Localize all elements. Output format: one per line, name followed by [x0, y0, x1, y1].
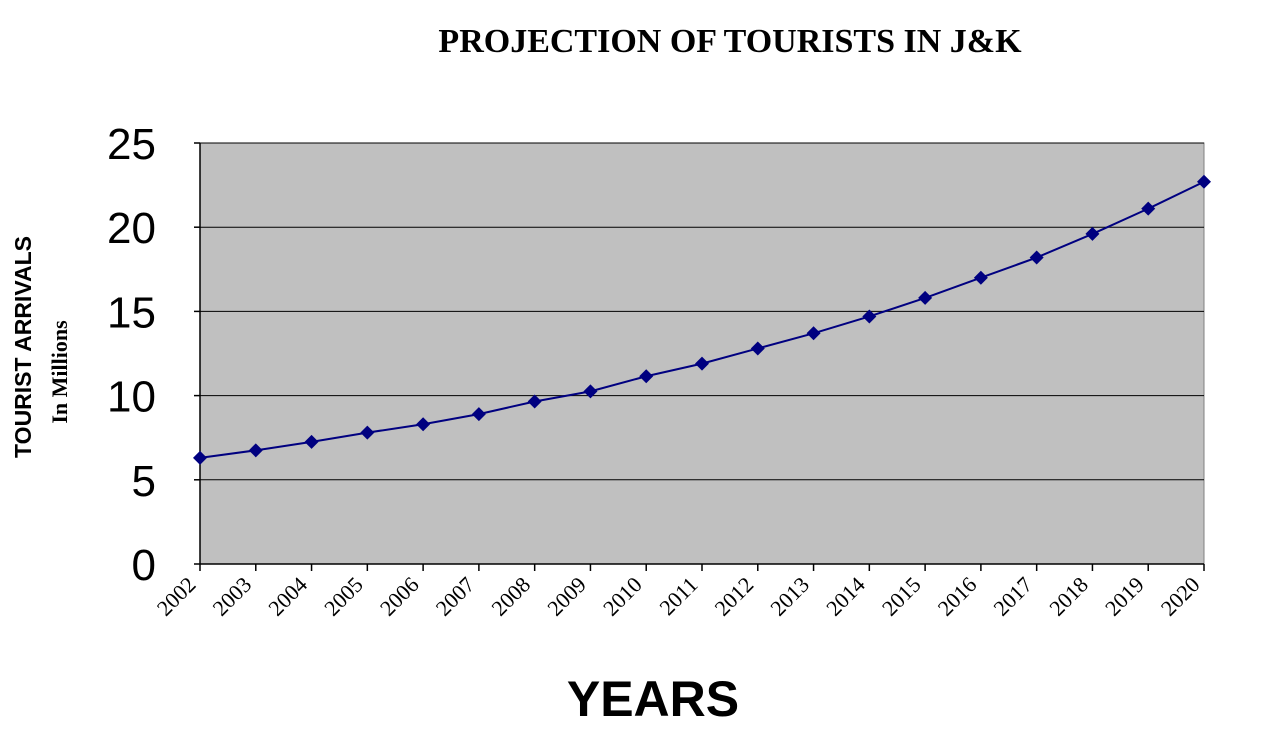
- x-tick-label: 2017: [988, 572, 1037, 621]
- data-point: [248, 443, 263, 458]
- y-tick-label: 20: [107, 204, 156, 253]
- series-group: [193, 174, 1211, 465]
- data-point: [1141, 201, 1156, 216]
- x-tick-label: 2013: [765, 572, 814, 621]
- data-point: [862, 309, 877, 324]
- x-tick-label: 2019: [1100, 572, 1149, 621]
- y-axis-sublabel: In Millions: [47, 320, 72, 424]
- data-point: [1197, 174, 1211, 189]
- data-point: [973, 270, 988, 285]
- gridlines: [200, 142, 1204, 481]
- x-tick-label: 2010: [598, 572, 647, 621]
- x-tick-label: 2006: [375, 572, 424, 621]
- data-point: [360, 425, 375, 440]
- y-tick-label: 15: [107, 288, 156, 337]
- x-tick-label: 2016: [933, 572, 982, 621]
- plot-area: [199, 142, 1205, 565]
- x-tick-label: 2014: [821, 572, 870, 621]
- x-axis-label: YEARS: [567, 671, 739, 727]
- x-tick-label: 2007: [431, 572, 480, 621]
- data-point: [304, 434, 319, 449]
- data-point: [583, 384, 598, 399]
- chart-title: PROJECTION OF TOURISTS IN J&K: [438, 23, 1022, 60]
- data-point: [1029, 250, 1044, 265]
- x-tick-label: 2002: [152, 572, 201, 621]
- x-tick-label: 2009: [542, 572, 591, 621]
- y-tick-label: 10: [107, 373, 156, 422]
- data-point: [806, 326, 821, 341]
- x-tick-label: 2008: [486, 572, 535, 621]
- x-tick-label: 2020: [1156, 572, 1205, 621]
- x-tick-label: 2004: [263, 572, 312, 621]
- y-tick-label: 0: [132, 541, 156, 590]
- x-tick-label: 2015: [877, 572, 926, 621]
- x-tick-label: 2012: [710, 572, 759, 621]
- y-tick-label: 5: [132, 457, 156, 506]
- data-point: [416, 417, 431, 432]
- y-axis-label: TOURIST ARRIVALS: [10, 236, 36, 458]
- data-point: [1085, 226, 1100, 241]
- data-point: [193, 450, 207, 465]
- data-point: [639, 369, 654, 384]
- y-tick-labels: 0 5 10 15 20 25: [107, 120, 156, 590]
- data-point: [918, 290, 933, 305]
- x-tick-label: 2003: [208, 572, 257, 621]
- data-point: [695, 356, 709, 371]
- x-tick-label: 2018: [1044, 572, 1093, 621]
- data-point: [527, 394, 542, 409]
- data-point: [471, 407, 486, 422]
- x-tick-labels: 2002 2003 2004 2005 2006 2007 2008 2009 2010 2011…: [152, 572, 1205, 621]
- x-tick-label: 2005: [319, 572, 368, 621]
- x-tick-label: 2011: [654, 572, 702, 620]
- data-point: [750, 341, 765, 356]
- y-tick-label: 25: [107, 120, 156, 169]
- axes: [194, 142, 1205, 571]
